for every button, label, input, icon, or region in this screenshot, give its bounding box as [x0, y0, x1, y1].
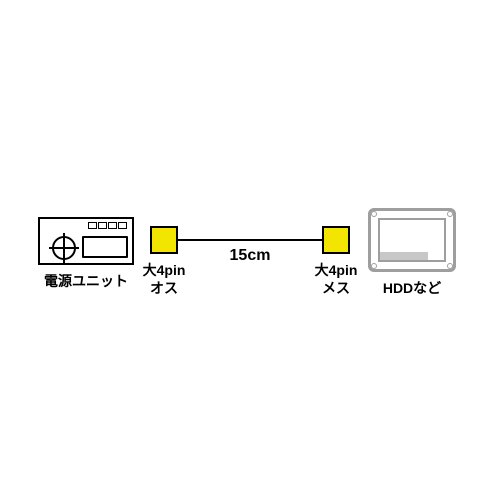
psu-fan-cross-v [63, 233, 65, 263]
connector-male [150, 226, 178, 254]
cable-line [178, 239, 322, 241]
hdd-screw-icon [447, 211, 453, 217]
diagram-canvas: 電源ユニット 大4pin オス 15cm 大4pin メス HDDなど [0, 0, 500, 500]
hdd-screw-icon [447, 263, 453, 269]
hdd-connector-bar [380, 252, 428, 260]
psu-port [82, 236, 128, 258]
connector-male-label: 大4pin オス [104, 262, 224, 297]
hdd-screw-icon [371, 211, 377, 217]
hdd-label: HDDなど [352, 280, 472, 298]
psu-slots [88, 222, 127, 229]
connector-female [322, 226, 350, 254]
